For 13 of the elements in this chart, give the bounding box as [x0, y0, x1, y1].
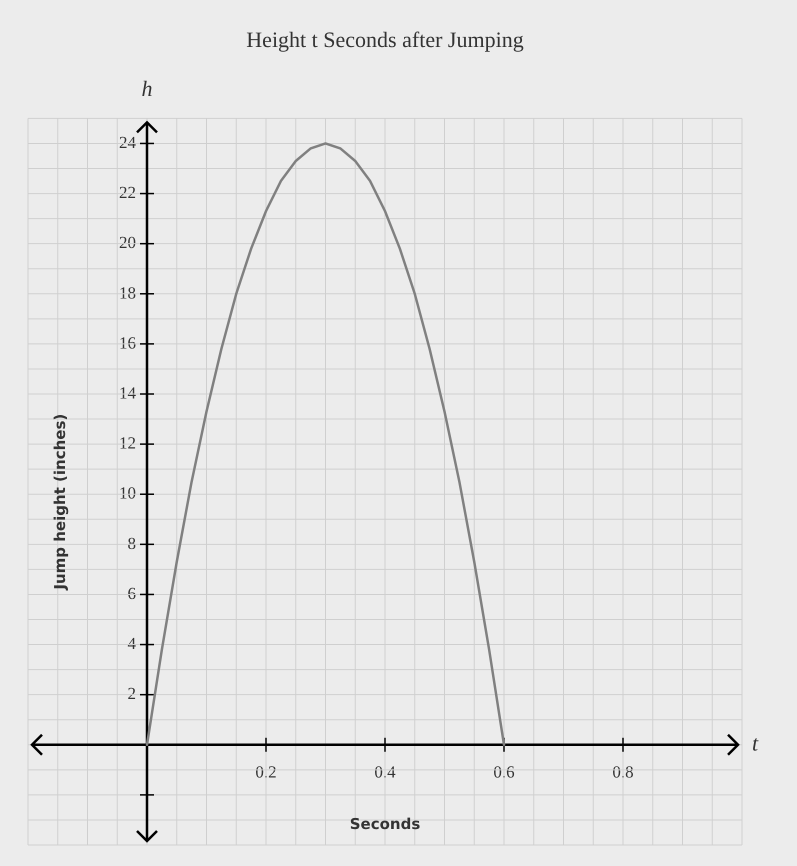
y-tick-label: 20	[119, 233, 136, 252]
y-tick-label: 12	[119, 434, 136, 453]
y-axis-title: Jump height (inches)	[50, 414, 69, 591]
y-tick-label: 22	[119, 183, 136, 202]
y-tick-label: 18	[119, 283, 136, 302]
y-tick-label: 2	[128, 684, 136, 704]
y-tick-label: 8	[128, 534, 136, 553]
chart-title: Height t Seconds after Jumping	[246, 26, 524, 52]
text: t	[752, 730, 759, 756]
text: h	[142, 76, 152, 102]
x-axis-title: Seconds	[350, 814, 420, 833]
y-tick-label: 10	[119, 484, 136, 503]
y-tick-label: 16	[119, 333, 136, 352]
